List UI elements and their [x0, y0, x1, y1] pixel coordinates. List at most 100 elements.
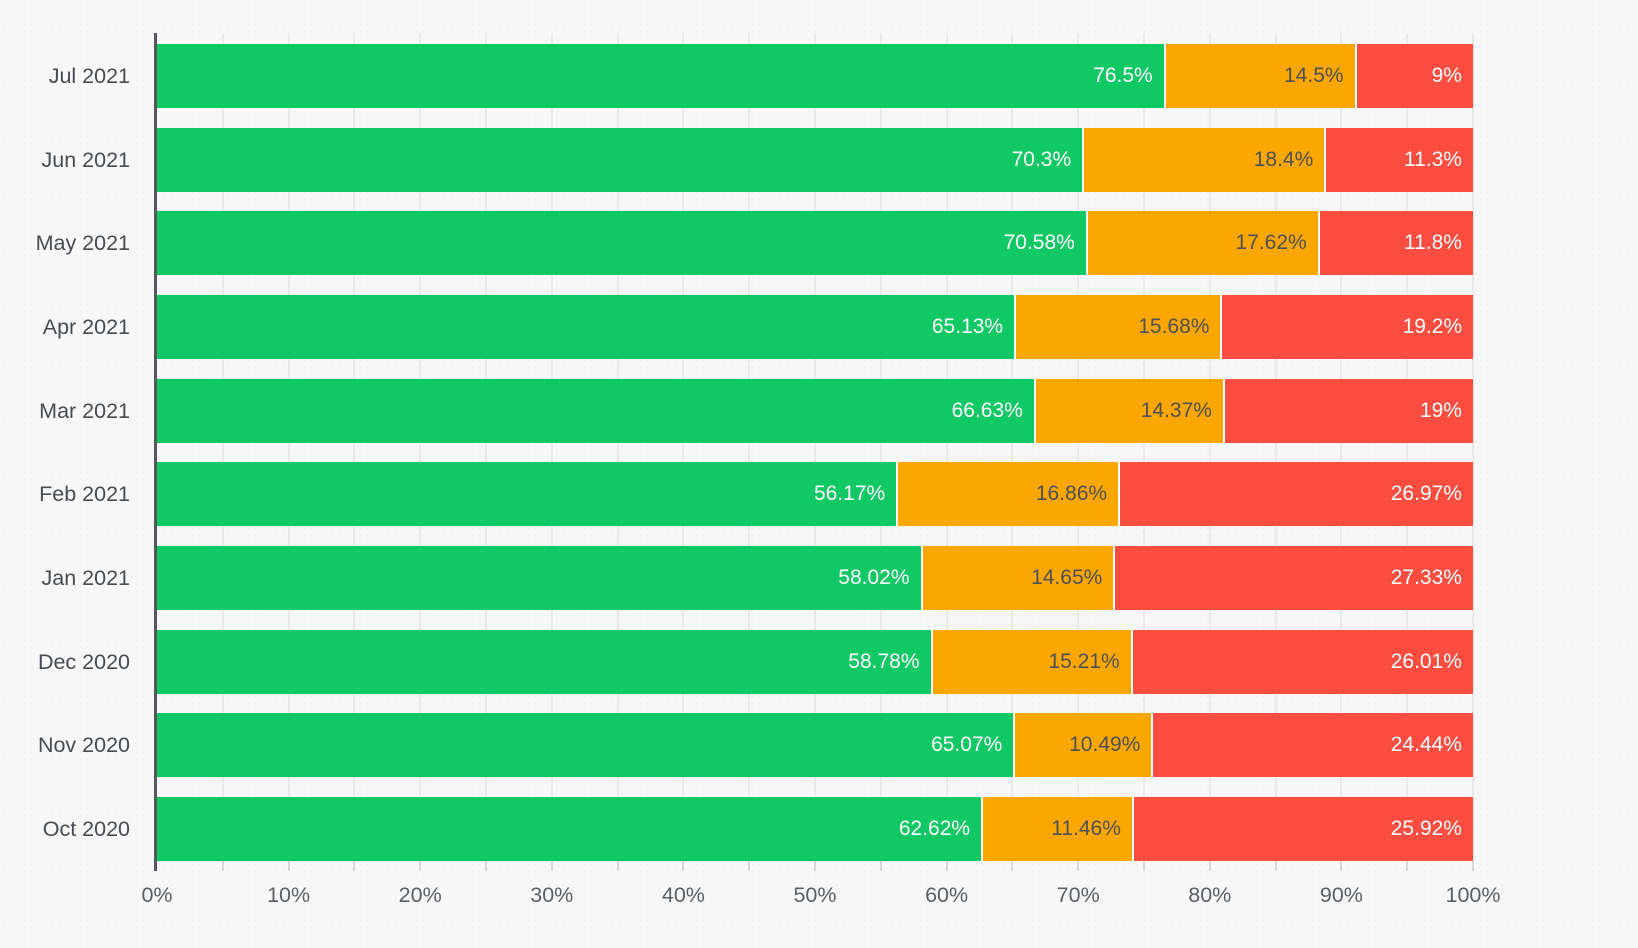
axis-tick [814, 861, 816, 871]
gridline [748, 33, 751, 861]
segment-orange[interactable]: 15.21% [930, 629, 1131, 694]
x-axis-tick-label: 80% [1188, 883, 1232, 907]
axis-tick [485, 861, 487, 871]
segment-value-label: 19% [1419, 398, 1462, 422]
segment-value-label: 25.92% [1390, 817, 1462, 840]
segment-red[interactable]: 24.44% [1151, 713, 1473, 778]
segment-value-label: 14.65% [1031, 566, 1103, 589]
gridline [550, 33, 553, 861]
segment-red[interactable]: 11.3% [1324, 127, 1473, 192]
segment-red[interactable]: 11.8% [1317, 211, 1473, 276]
segment-orange[interactable]: 11.46% [981, 797, 1132, 861]
segment-orange[interactable]: 17.62% [1085, 211, 1318, 276]
x-axis-tick-label: 10% [267, 883, 311, 907]
segment-value-label: 24.44% [1390, 733, 1462, 757]
gridline [353, 33, 356, 861]
segment-orange[interactable]: 14.37% [1033, 378, 1223, 443]
gridline [287, 33, 290, 861]
segment-green[interactable]: 66.63% [157, 378, 1034, 443]
gridline [1208, 33, 1211, 861]
axis-tick [550, 861, 553, 871]
segment-green[interactable]: 58.78% [157, 629, 931, 694]
segment-value-label: 16.86% [1035, 482, 1108, 506]
category-label: Oct 2020 [42, 817, 130, 841]
segment-red[interactable]: 19.2% [1220, 295, 1473, 359]
gridline [485, 33, 487, 861]
axis-tick [1011, 861, 1014, 871]
segment-value-label: 27.33% [1390, 566, 1462, 589]
segment-orange[interactable]: 16.86% [896, 462, 1119, 527]
gridline [1077, 33, 1080, 861]
x-axis-tick-label: 70% [1056, 883, 1100, 907]
axis-tick [1143, 861, 1145, 871]
gridline [1274, 33, 1277, 861]
gridline [616, 33, 619, 861]
category-label: Mar 2021 [39, 398, 130, 423]
axis-tick [879, 861, 882, 871]
segment-value-label: 10.49% [1069, 733, 1141, 757]
segment-value-label: 15.68% [1138, 315, 1210, 338]
segment-green[interactable]: 65.13% [157, 295, 1015, 359]
axis-tick [1340, 861, 1343, 871]
bar-row-mar-2021: 66.63% 14.37% 19% [157, 378, 1473, 443]
segment-red[interactable]: 26.97% [1118, 462, 1473, 527]
segment-green[interactable]: 76.5% [157, 44, 1164, 108]
category-label: Jul 2021 [48, 64, 130, 88]
gridline [1340, 33, 1343, 861]
segment-green[interactable]: 62.62% [157, 797, 982, 861]
segment-value-label: 65.13% [931, 315, 1004, 338]
segment-value-label: 11.46% [1051, 817, 1121, 840]
segment-orange[interactable]: 14.5% [1163, 44, 1355, 108]
gridline [1472, 33, 1474, 861]
segment-green[interactable]: 58.02% [157, 546, 921, 610]
category-label: Dec 2020 [37, 649, 130, 674]
segment-green[interactable]: 70.3% [157, 127, 1083, 192]
axis-tick [1208, 861, 1211, 871]
segment-value-label: 14.5% [1284, 64, 1344, 87]
segment-orange[interactable]: 18.4% [1082, 127, 1325, 192]
segment-green[interactable]: 65.07% [157, 713, 1014, 778]
gridline [1406, 33, 1409, 861]
segment-green[interactable]: 70.58% [157, 211, 1086, 276]
segment-value-label: 18.4% [1253, 147, 1314, 171]
x-axis-tick-label: 30% [530, 883, 574, 907]
segment-green[interactable]: 56.17% [157, 462, 897, 527]
gridline [221, 33, 224, 861]
segment-red[interactable]: 9% [1354, 44, 1473, 108]
axis-tick [287, 861, 290, 871]
segment-orange[interactable]: 14.65% [920, 546, 1114, 610]
segment-red[interactable]: 19% [1222, 378, 1473, 443]
x-axis-tick-label: 60% [925, 883, 969, 907]
segment-value-label: 15.21% [1048, 649, 1120, 673]
axis-tick [1406, 861, 1409, 871]
segment-orange[interactable]: 10.49% [1013, 713, 1152, 778]
segment-value-label: 66.63% [951, 398, 1023, 422]
x-axis-tick-label: 50% [793, 883, 837, 907]
x-axis-tick-label: 100% [1445, 883, 1501, 907]
segment-value-label: 62.62% [898, 817, 971, 840]
bar-row-jun-2021: 70.3% 18.4% 11.3% [157, 127, 1473, 192]
segment-value-label: 14.37% [1140, 398, 1212, 422]
segment-value-label: 11.8% [1403, 231, 1462, 255]
bar-row-apr-2021: 65.13% 15.68% 19.2% [157, 295, 1473, 359]
category-label: Jan 2021 [41, 566, 130, 590]
category-label: May 2021 [35, 231, 130, 256]
gridline [945, 33, 948, 861]
segment-value-label: 9% [1431, 64, 1462, 87]
x-axis-tick-label: 20% [398, 883, 442, 907]
gridline [1143, 33, 1145, 861]
segment-value-label: 11.3% [1403, 147, 1462, 171]
bar-row-feb-2021: 56.17% 16.86% 26.97% [157, 462, 1473, 527]
segment-orange[interactable]: 15.68% [1014, 295, 1221, 359]
segment-value-label: 70.58% [1003, 231, 1075, 255]
segment-value-label: 26.97% [1390, 482, 1462, 506]
segment-red[interactable]: 25.92% [1131, 797, 1473, 861]
gridline [1011, 33, 1014, 861]
gridline [814, 33, 816, 861]
segment-red[interactable]: 27.33% [1113, 546, 1473, 610]
axis-tick [682, 861, 685, 871]
bar-row-jan-2021: 58.02% 14.65% 27.33% [157, 546, 1473, 610]
x-axis-tick-label: 90% [1319, 883, 1363, 907]
segment-red[interactable]: 26.01% [1130, 629, 1473, 694]
bar-row-nov-2020: 65.07% 10.49% 24.44% [157, 713, 1473, 778]
